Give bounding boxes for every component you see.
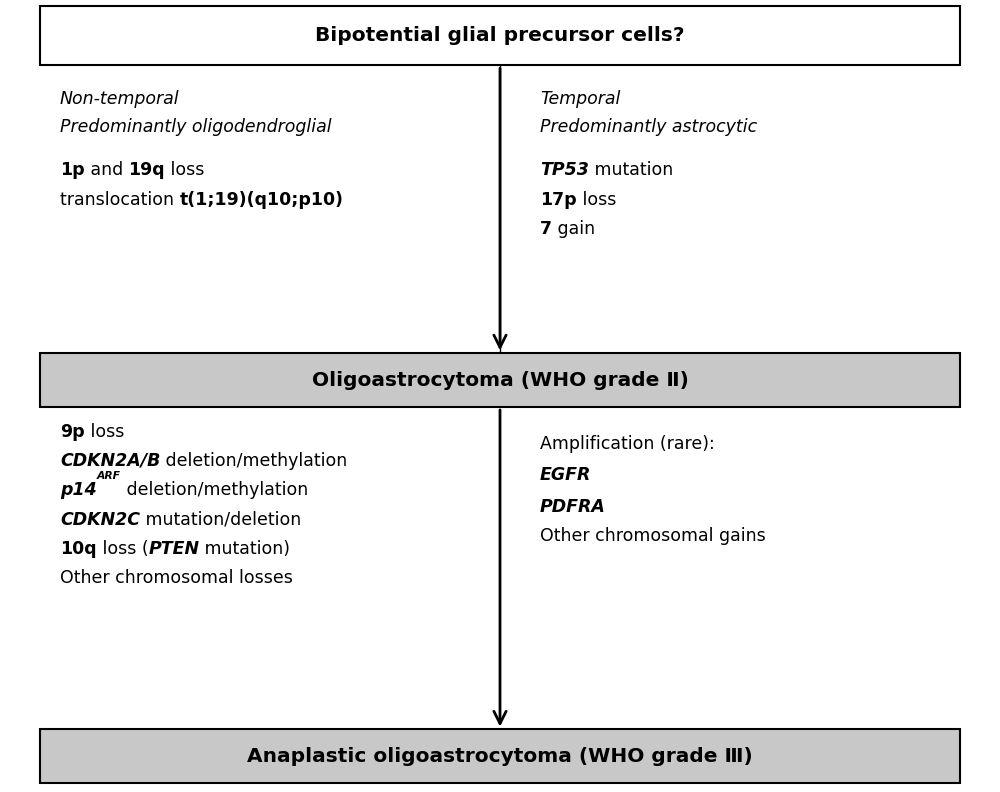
Text: EGFR: EGFR (540, 466, 591, 484)
Text: Anaplastic oligoastrocytoma (WHO grade Ⅲ): Anaplastic oligoastrocytoma (WHO grade Ⅲ… (247, 747, 753, 766)
Text: t(1;19)(q10;p10): t(1;19)(q10;p10) (180, 191, 344, 208)
Text: PTEN: PTEN (148, 540, 199, 558)
Text: Temporal: Temporal (540, 90, 620, 108)
Text: Amplification (rare):: Amplification (rare): (540, 435, 715, 452)
Text: Oligoastrocytoma (WHO grade Ⅱ): Oligoastrocytoma (WHO grade Ⅱ) (312, 371, 688, 390)
Bar (40, 6, 960, 65)
Text: CDKN2A/B: CDKN2A/B (60, 452, 160, 470)
Text: deletion/methylation: deletion/methylation (160, 452, 348, 470)
Text: 7: 7 (540, 220, 552, 238)
Text: Predominantly oligodendroglial: Predominantly oligodendroglial (60, 118, 332, 135)
Bar (40, 729, 960, 783)
Text: Other chromosomal losses: Other chromosomal losses (60, 569, 293, 587)
Text: 9p: 9p (60, 423, 85, 440)
Bar (40, 353, 960, 407)
Text: loss (: loss ( (97, 540, 148, 558)
Text: loss: loss (85, 423, 124, 440)
Text: gain: gain (552, 220, 595, 238)
Text: loss: loss (165, 162, 204, 179)
Text: 10q: 10q (60, 540, 97, 558)
Text: and: and (85, 162, 128, 179)
Text: PDFRA: PDFRA (540, 498, 606, 516)
Text: 19q: 19q (128, 162, 165, 179)
Text: mutation: mutation (589, 162, 673, 179)
Text: Other chromosomal gains: Other chromosomal gains (540, 527, 766, 545)
Text: Non-temporal: Non-temporal (60, 90, 180, 108)
Text: translocation: translocation (60, 191, 180, 208)
Text: loss: loss (577, 191, 616, 208)
Text: Predominantly astrocytic: Predominantly astrocytic (540, 118, 757, 135)
Text: ARF: ARF (97, 471, 121, 481)
Text: p14: p14 (60, 482, 97, 499)
Text: mutation/deletion: mutation/deletion (140, 511, 301, 528)
Text: TP53: TP53 (540, 162, 589, 179)
Text: deletion/methylation: deletion/methylation (121, 482, 308, 499)
Text: 1p: 1p (60, 162, 85, 179)
Text: mutation): mutation) (199, 540, 290, 558)
Text: CDKN2C: CDKN2C (60, 511, 140, 528)
Text: 17p: 17p (540, 191, 577, 208)
Text: Bipotential glial precursor cells?: Bipotential glial precursor cells? (315, 26, 685, 45)
